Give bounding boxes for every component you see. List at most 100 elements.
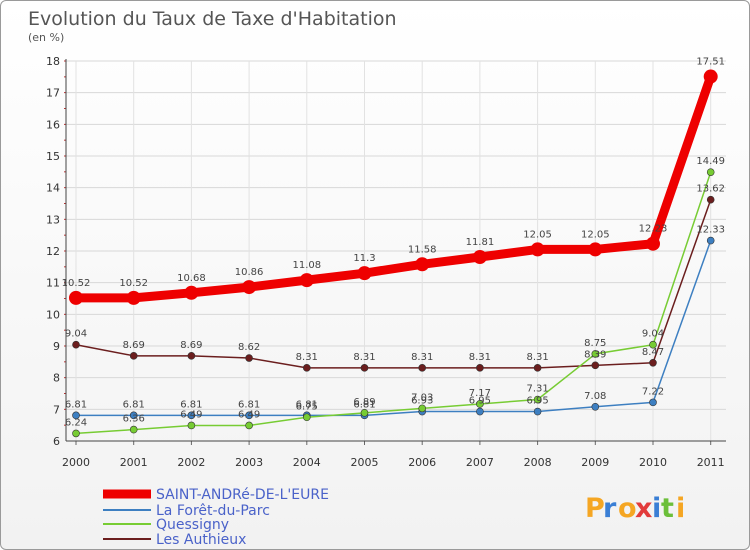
data-point-foret bbox=[245, 411, 253, 420]
data-point-quessigny bbox=[302, 413, 311, 422]
x-tick-label: 2005 bbox=[351, 456, 379, 469]
y-tick-label: 10 bbox=[46, 308, 60, 321]
legend-label-saint-andre: SAINT-ANDRé-DE-L'EURE bbox=[156, 487, 329, 503]
data-label-saint-andre: 11.58 bbox=[408, 244, 437, 255]
logo-letter-t: t bbox=[661, 493, 674, 524]
x-tick-label: 2003 bbox=[235, 456, 263, 469]
series-line-authieux bbox=[75, 198, 712, 369]
data-label-foret: 6.81 bbox=[296, 399, 318, 410]
data-label-saint-andre: 12.23 bbox=[639, 224, 668, 235]
grid-lines bbox=[66, 60, 726, 441]
data-point-foret bbox=[591, 402, 600, 411]
x-tick-label: 2001 bbox=[120, 456, 148, 469]
data-point-saint-andre bbox=[357, 266, 372, 281]
data-point-foret bbox=[533, 407, 542, 416]
legend: SAINT-ANDRé-DE-L'EURE La Forêt-du-Parc Q… bbox=[103, 487, 329, 548]
data-point-quessigny bbox=[418, 404, 427, 413]
data-point-foret bbox=[72, 411, 80, 420]
data-label-quessigny: 6.75 bbox=[296, 401, 318, 412]
data-point-authieux bbox=[533, 364, 542, 372]
data-label-quessigny: 6.49 bbox=[238, 409, 260, 420]
data-point-saint-andre bbox=[703, 69, 718, 84]
x-tick-label: 2002 bbox=[177, 456, 205, 469]
data-label-quessigny: 9.04 bbox=[642, 329, 664, 340]
data-label-quessigny: 6.24 bbox=[65, 417, 87, 428]
data-label-saint-andre: 10.86 bbox=[235, 267, 264, 278]
data-label-authieux: 13.62 bbox=[696, 184, 725, 195]
data-point-quessigny bbox=[72, 429, 80, 438]
data-point-authieux bbox=[245, 354, 253, 362]
logo-letter-r: r bbox=[603, 493, 617, 524]
data-point-quessigny bbox=[476, 400, 484, 408]
data-point-authieux bbox=[72, 340, 80, 349]
y-tick-label: 11 bbox=[46, 277, 60, 290]
data-point-foret bbox=[129, 411, 138, 420]
x-tick-label: 2004 bbox=[293, 456, 321, 469]
y-tick-label: 17 bbox=[46, 87, 60, 100]
data-point-saint-andre bbox=[184, 285, 199, 300]
data-label-authieux: 8.39 bbox=[584, 349, 606, 360]
y-tick-label: 8 bbox=[53, 372, 60, 385]
data-point-foret bbox=[649, 398, 657, 407]
series-layer bbox=[69, 69, 718, 438]
legend-label-quessigny: Quessigny bbox=[156, 517, 229, 533]
data-label-foret: 12.33 bbox=[696, 225, 725, 236]
data-label-quessigny: 6.36 bbox=[123, 414, 145, 425]
data-label-authieux: 9.04 bbox=[65, 329, 87, 340]
data-label-authieux: 8.31 bbox=[353, 352, 375, 363]
data-label-foret: 6.81 bbox=[238, 399, 260, 410]
data-label-foret: 6.93 bbox=[411, 396, 433, 407]
data-label-foret: 6.81 bbox=[180, 399, 202, 410]
data-point-foret bbox=[706, 236, 715, 245]
y-tick-label: 15 bbox=[46, 150, 60, 163]
x-tick-label: 2006 bbox=[408, 456, 436, 469]
logo-letter-o: o bbox=[618, 493, 637, 524]
data-label-authieux: 8.31 bbox=[296, 352, 318, 363]
data-point-saint-andre bbox=[472, 250, 487, 265]
data-label-authieux: 8.69 bbox=[180, 340, 202, 351]
y-tick-label: 6 bbox=[53, 435, 60, 448]
data-label-authieux: 8.31 bbox=[526, 352, 548, 363]
axes: 6 7 8 9 10 11 12 13 14 15 16 17 18 2000 2001 2002 2003 20… bbox=[46, 55, 726, 469]
data-point-quessigny bbox=[591, 350, 600, 358]
data-point-quessigny bbox=[187, 421, 196, 430]
data-point-saint-andre bbox=[530, 242, 545, 257]
proxiti-logo: P r o x i t i bbox=[585, 493, 685, 524]
y-tick-label: 13 bbox=[46, 213, 60, 226]
series-line-foret bbox=[75, 239, 712, 417]
y-tick-label: 14 bbox=[46, 182, 60, 195]
data-labels: 10.52 10.52 10.68 10.86 11.08 11.3 11.58 11.81 1… bbox=[62, 57, 725, 429]
y-tick-label: 7 bbox=[53, 403, 60, 416]
data-point-saint-andre bbox=[646, 236, 660, 251]
series-line-saint-andre bbox=[71, 72, 716, 303]
data-point-authieux bbox=[591, 361, 600, 370]
data-point-authieux bbox=[129, 352, 138, 360]
data-label-authieux: 8.31 bbox=[469, 352, 491, 363]
data-label-saint-andre: 10.52 bbox=[119, 278, 148, 289]
data-point-quessigny bbox=[360, 409, 369, 417]
data-label-saint-andre: 11.08 bbox=[292, 260, 321, 271]
data-label-saint-andre: 10.68 bbox=[177, 273, 206, 284]
data-label-foret: 6.81 bbox=[353, 399, 375, 410]
logo-letter-x: x bbox=[635, 493, 652, 524]
data-point-quessigny bbox=[245, 421, 253, 430]
data-point-saint-andre bbox=[299, 273, 314, 288]
data-label-foret: 6.95 bbox=[526, 396, 548, 407]
data-point-authieux bbox=[418, 364, 427, 372]
data-point-quessigny bbox=[706, 168, 715, 176]
data-point-quessigny bbox=[129, 425, 138, 434]
data-label-authieux: 8.31 bbox=[411, 352, 433, 363]
series-line-quessigny bbox=[75, 171, 712, 435]
data-label-quessigny: 6.49 bbox=[180, 409, 202, 420]
x-tick-label: 2000 bbox=[62, 456, 90, 469]
data-point-foret bbox=[476, 407, 484, 416]
data-label-authieux: 8.62 bbox=[238, 342, 260, 353]
data-point-foret bbox=[187, 411, 196, 420]
x-tick-label: 2009 bbox=[581, 456, 609, 469]
chart-subtitle: (en %) bbox=[28, 31, 64, 44]
data-label-saint-andre: 17.51 bbox=[696, 57, 725, 68]
data-label-quessigny: 7.17 bbox=[469, 388, 491, 399]
data-label-quessigny: 7.03 bbox=[411, 392, 433, 403]
